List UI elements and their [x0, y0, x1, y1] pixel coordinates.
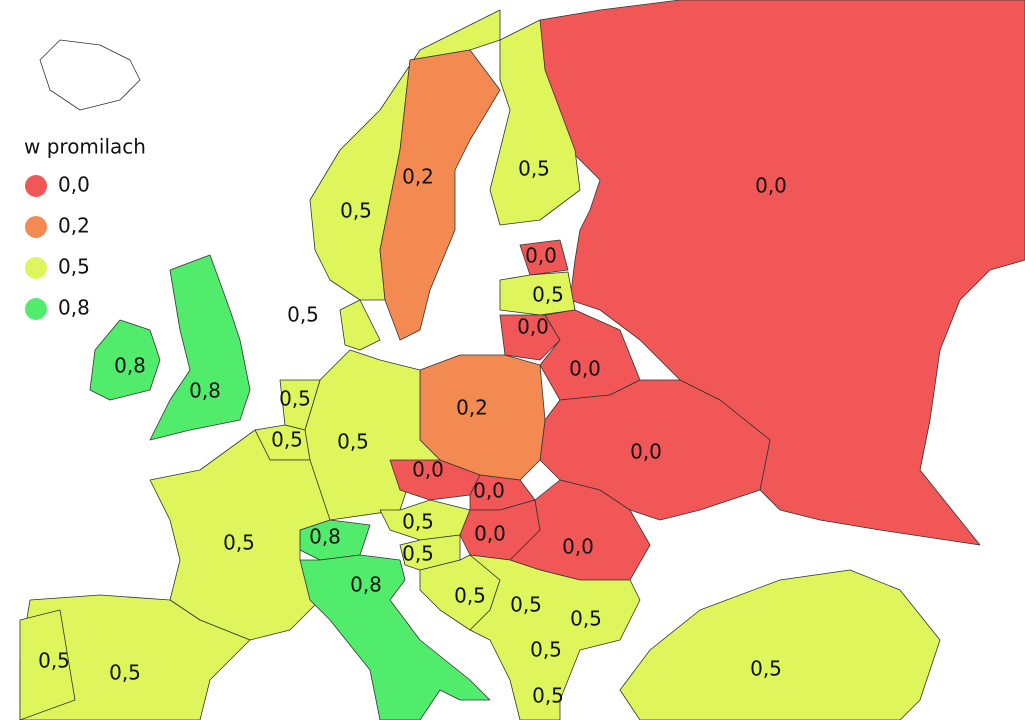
- region-label: 0,0: [630, 440, 662, 464]
- region-label: 0,0: [412, 458, 444, 482]
- legend-title: w promilach: [24, 135, 146, 159]
- region-label: 0,8: [189, 379, 221, 403]
- region-label: 0,5: [279, 387, 311, 411]
- country: [539, 379, 771, 521]
- region-label: 0,5: [402, 542, 434, 566]
- region-label: 0,0: [517, 315, 549, 339]
- legend-label: 0,5: [58, 255, 90, 279]
- country: [379, 49, 501, 341]
- region-label: 0,0: [525, 244, 557, 268]
- region-label: 0,5: [38, 649, 70, 673]
- iceland: [39, 39, 141, 111]
- region-label: 0,5: [271, 428, 303, 452]
- region-label: 0,0: [562, 535, 594, 559]
- region-labels: 0,0 0,5 0,2 0,5 0,0 0,5 0,0 0,0 0,0 0,2 0,5 0,5 0,5 0…: [38, 157, 787, 708]
- country: [19, 609, 76, 720]
- region-label: 0,5: [532, 684, 564, 708]
- region-label: 0,8: [309, 525, 341, 549]
- country: [489, 19, 581, 226]
- country: [469, 554, 641, 720]
- country: [89, 319, 161, 401]
- region-label: 0,5: [340, 199, 372, 223]
- legend-label: 0,0: [58, 173, 90, 197]
- region-label: 0,5: [109, 661, 141, 685]
- country: [299, 554, 491, 720]
- country: [339, 299, 381, 351]
- region-label: 0,8: [114, 354, 146, 378]
- country: [539, 0, 1025, 546]
- region-label: 0,5: [223, 531, 255, 555]
- region-label: 0,5: [454, 584, 486, 608]
- legend-swatch: [25, 298, 47, 320]
- legend-swatch: [25, 175, 47, 197]
- region-label: 0,2: [456, 396, 488, 420]
- legend: 0,0 0,2 0,5 0,8: [25, 173, 90, 320]
- region-label: 0,5: [402, 510, 434, 534]
- region-label: 0,5: [532, 283, 564, 307]
- region-label: 0,0: [474, 522, 506, 546]
- legend-swatch: [25, 257, 47, 279]
- country: [519, 239, 569, 276]
- region-label: 0,8: [350, 573, 382, 597]
- legend-label: 0,8: [58, 296, 90, 320]
- region-label: 0,5: [287, 303, 319, 327]
- country: [399, 534, 461, 571]
- region-label: 0,5: [750, 657, 782, 681]
- region-label: 0,0: [569, 357, 601, 381]
- legend-label: 0,2: [58, 214, 90, 238]
- region-label: 0,5: [570, 607, 602, 631]
- region-label: 0,5: [530, 638, 562, 662]
- region-label: 0,5: [337, 430, 369, 454]
- countries: [19, 0, 1025, 720]
- region-label: 0,2: [402, 165, 434, 189]
- country: [499, 314, 561, 361]
- country: [619, 569, 941, 720]
- region-label: 0,0: [473, 479, 505, 503]
- region-label: 0,5: [518, 157, 550, 181]
- country: [149, 254, 251, 441]
- legend-swatch: [25, 216, 47, 238]
- region-label: 0,0: [755, 174, 787, 198]
- region-label: 0,5: [510, 593, 542, 617]
